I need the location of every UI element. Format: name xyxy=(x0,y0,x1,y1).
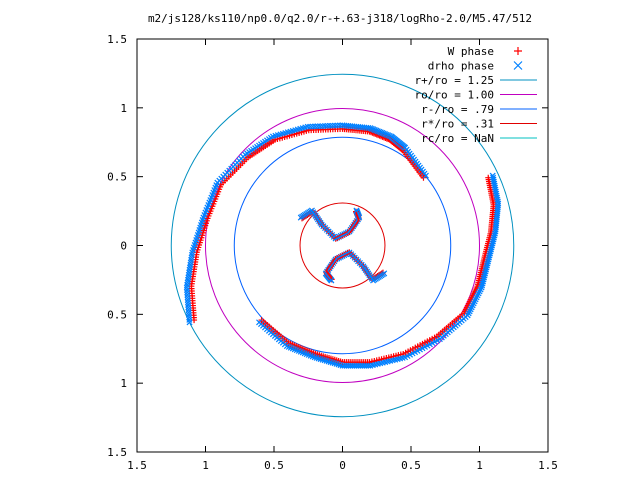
circle-1 xyxy=(205,108,480,383)
legend-label: r*/ro = .31 xyxy=(421,118,494,131)
x-tick-label: 1.5 xyxy=(127,459,147,472)
phase-points xyxy=(183,122,502,369)
y-tick-label: 0 xyxy=(120,240,127,253)
y-tick-label: 1.5 xyxy=(107,33,127,46)
drho-phase-point xyxy=(317,123,324,130)
drho-phase-point xyxy=(256,319,263,326)
drho-phase-point xyxy=(304,123,311,130)
drho-phase-point xyxy=(336,122,344,129)
drho-phase-point xyxy=(307,123,314,130)
x-tick-label: 1 xyxy=(476,459,483,472)
drho-phase-point xyxy=(329,122,336,129)
x-tick-label: 1 xyxy=(202,459,209,472)
drho-phase-point xyxy=(328,277,335,284)
drho-phase-point xyxy=(422,172,429,179)
legend-swatch xyxy=(513,61,523,70)
drho-phase-point xyxy=(314,123,321,130)
drho-phase-point xyxy=(334,122,341,129)
legend-label: W phase xyxy=(448,45,494,58)
x-tick-label: 1.5 xyxy=(538,459,558,472)
drho-phase-point xyxy=(324,122,331,129)
legend-label: drho phase xyxy=(428,60,494,73)
drho-phase-point xyxy=(353,207,360,214)
drho-phase-point xyxy=(309,123,316,130)
drho-phase-point xyxy=(312,123,319,130)
chart-title: m2/js128/ks110/np0.0/q2.0/r-+.63-j318/lo… xyxy=(148,12,532,25)
legend-label: r-/ro = .79 xyxy=(421,103,494,116)
y-tick-label: 1 xyxy=(120,377,127,390)
x-tick-label: 0.5 xyxy=(401,459,421,472)
drho-phase-point xyxy=(479,282,486,289)
legend-label: r+/ro = 1.25 xyxy=(415,74,494,87)
x-tick-label: 0.5 xyxy=(264,459,284,472)
y-tick-label: 1.5 xyxy=(107,446,127,459)
legend-swatch xyxy=(514,47,522,55)
drho-phase-point xyxy=(319,123,326,130)
circle-3 xyxy=(299,202,386,289)
y-tick-label: 0.5 xyxy=(107,308,127,321)
y-tick-label: 1 xyxy=(120,102,127,115)
legend-label: rc/ro = NaN xyxy=(421,132,494,145)
drho-phase-point xyxy=(322,123,329,130)
drho-phase-point xyxy=(332,122,339,129)
circle-0 xyxy=(170,73,515,418)
legend-label: ro/ro = 1.00 xyxy=(415,89,494,102)
x-tick-label: 0 xyxy=(339,459,346,472)
reference-circles xyxy=(170,73,515,418)
y-tick-label: 0.5 xyxy=(107,171,127,184)
drho-phase-point xyxy=(327,122,334,129)
circle-2 xyxy=(233,136,452,355)
